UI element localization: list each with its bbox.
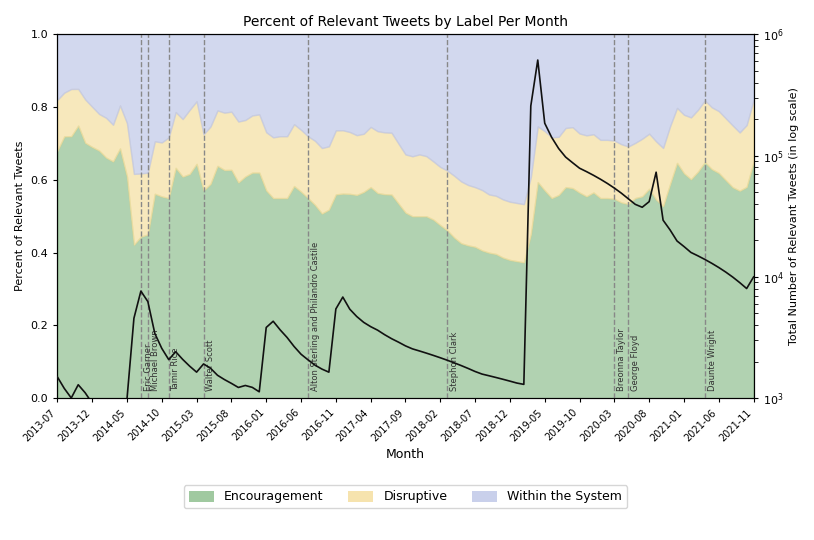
Text: Breonna Taylor: Breonna Taylor [617, 328, 626, 391]
Text: Michael Brown: Michael Brown [151, 329, 160, 391]
Y-axis label: Total Number of Relevant Tweets (in log scale): Total Number of Relevant Tweets (in log … [789, 87, 799, 345]
Text: Walter Scott: Walter Scott [206, 340, 216, 391]
Y-axis label: Percent of Relevant Tweets: Percent of Relevant Tweets [15, 141, 25, 292]
Text: Daunte Wright: Daunte Wright [707, 329, 716, 391]
X-axis label: Month: Month [386, 449, 425, 462]
Legend: Encouragement, Disruptive, Within the System: Encouragement, Disruptive, Within the Sy… [184, 485, 627, 508]
Text: Stephon Clark: Stephon Clark [450, 332, 459, 391]
Title: Percent of Relevant Tweets by Label Per Month: Percent of Relevant Tweets by Label Per … [243, 15, 568, 29]
Text: Tamir Rice: Tamir Rice [172, 347, 181, 391]
Text: Alton Sterling and Philandro Castile: Alton Sterling and Philandro Castile [311, 242, 320, 391]
Text: George Floyd: George Floyd [631, 335, 640, 391]
Text: Eric Garner: Eric Garner [144, 343, 153, 391]
